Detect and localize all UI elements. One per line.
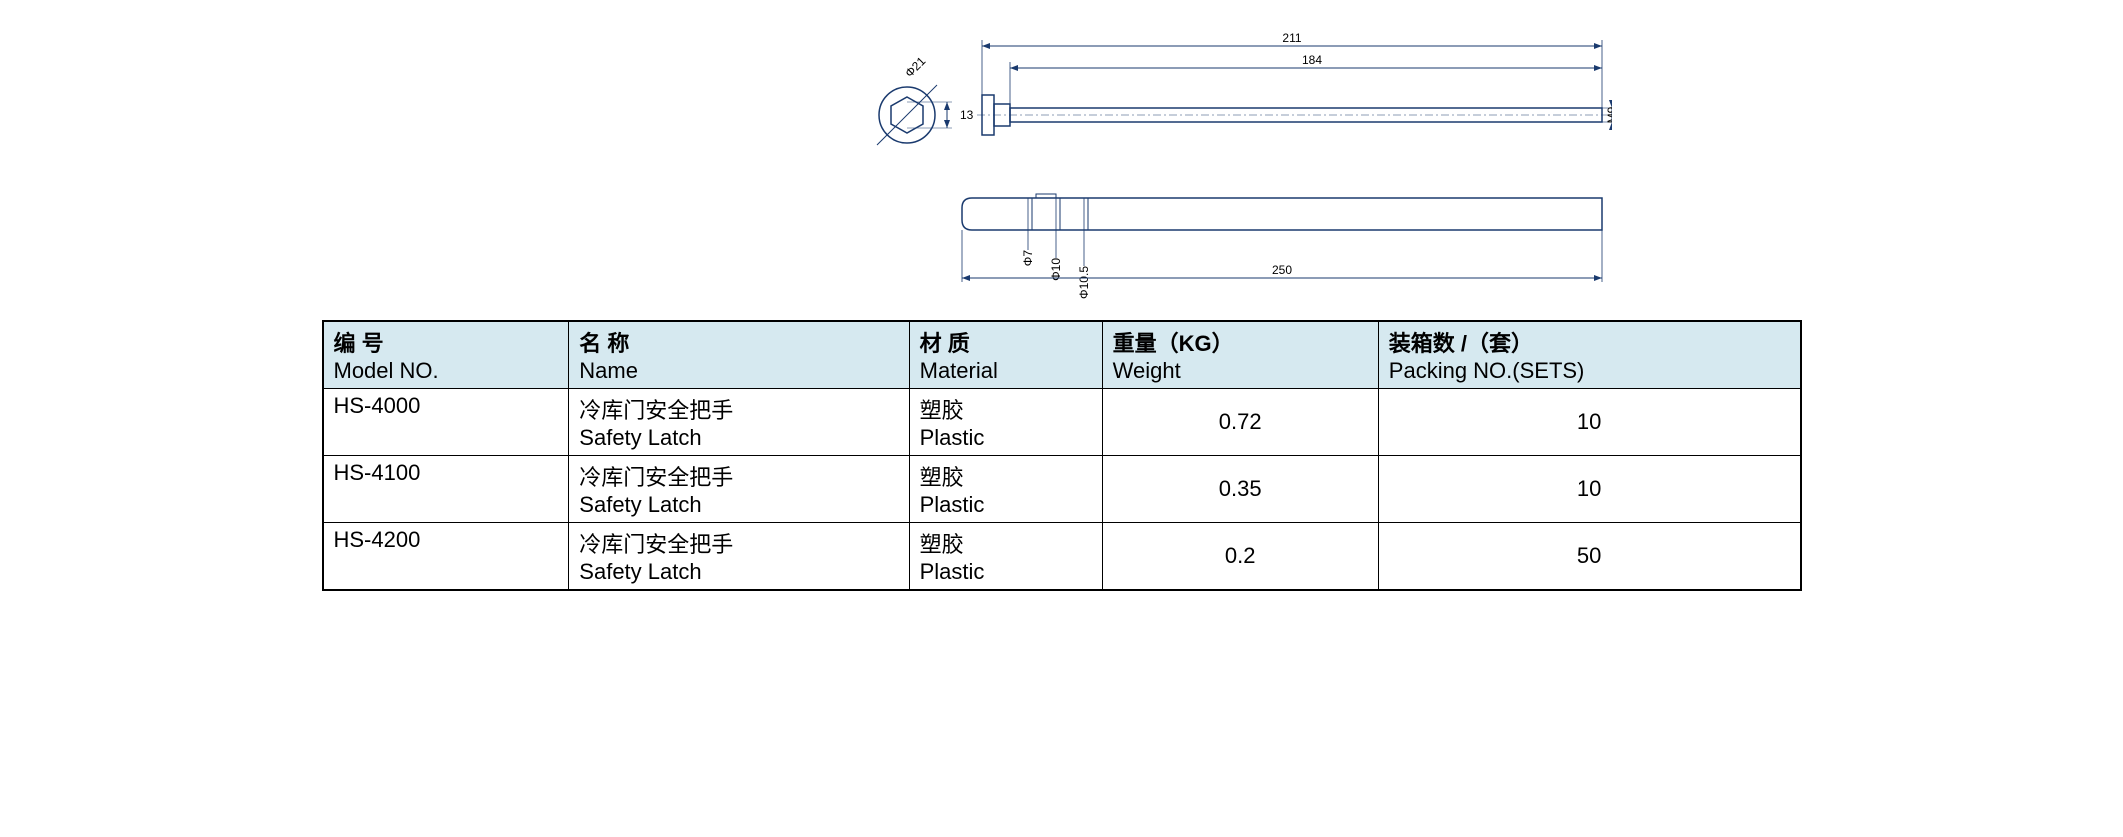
- cell-material: 塑胶Plastic: [909, 389, 1102, 456]
- cell-packing: 50: [1378, 523, 1800, 591]
- cell-material: 塑胶Plastic: [909, 456, 1102, 523]
- cell-name: 冷库门安全把手Safety Latch: [569, 389, 909, 456]
- cell-model: HS-4100: [323, 456, 569, 523]
- dim-184: 184: [1010, 53, 1602, 108]
- table-row: HS-4200冷库门安全把手Safety Latch塑胶Plastic0.250: [323, 523, 1801, 591]
- cell-material: 塑胶Plastic: [909, 523, 1102, 591]
- side-rod: [962, 194, 1602, 230]
- technical-drawing: 211 184 Φ21: [322, 20, 1802, 300]
- svg-text:211: 211: [1282, 31, 1301, 45]
- col-packing: 装箱数 /（套） Packing NO.(SETS): [1378, 321, 1800, 389]
- cell-weight: 0.72: [1102, 389, 1378, 456]
- spec-table: 编 号 Model NO. 名 称 Name 材 质 Material 重量（K…: [322, 320, 1802, 591]
- table-row: HS-4000冷库门安全把手Safety Latch塑胶Plastic0.721…: [323, 389, 1801, 456]
- svg-text:Φ10: Φ10: [1049, 258, 1063, 281]
- dim-phi21-label: Φ21: [902, 54, 928, 80]
- svg-text:250: 250: [1271, 263, 1291, 277]
- svg-text:M9: M9: [1605, 106, 1612, 123]
- col-model: 编 号 Model NO.: [323, 321, 569, 389]
- dim-211: 211: [982, 31, 1602, 108]
- col-material: 材 质 Material: [909, 321, 1102, 389]
- cell-model: HS-4000: [323, 389, 569, 456]
- cell-weight: 0.35: [1102, 456, 1378, 523]
- svg-text:184: 184: [1301, 53, 1321, 67]
- dim-13-label: 13: [960, 108, 974, 122]
- cell-model: HS-4200: [323, 523, 569, 591]
- cell-packing: 10: [1378, 389, 1800, 456]
- table-row: HS-4100冷库门安全把手Safety Latch塑胶Plastic0.351…: [323, 456, 1801, 523]
- col-weight: 重量（KG） Weight: [1102, 321, 1378, 389]
- hex-head: Φ21 13: [877, 54, 974, 145]
- col-name: 名 称 Name: [569, 321, 909, 389]
- cell-name: 冷库门安全把手Safety Latch: [569, 523, 909, 591]
- cell-weight: 0.2: [1102, 523, 1378, 591]
- svg-text:Φ7: Φ7: [1021, 250, 1035, 267]
- top-rod: [977, 95, 1607, 135]
- cell-packing: 10: [1378, 456, 1800, 523]
- cell-name: 冷库门安全把手Safety Latch: [569, 456, 909, 523]
- svg-text:Φ10.5: Φ10.5: [1077, 266, 1091, 299]
